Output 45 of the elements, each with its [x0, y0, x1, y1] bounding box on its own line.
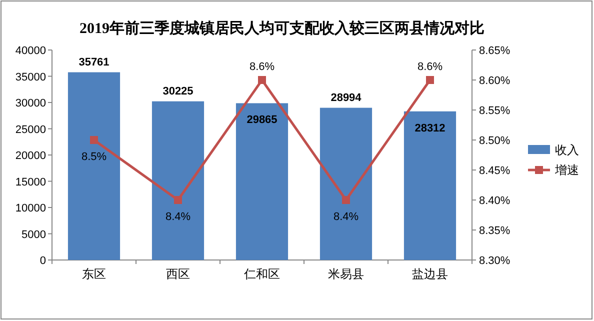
y2-tick-label: 8.65% — [479, 45, 510, 57]
data-label: 30225 — [162, 85, 194, 98]
x-tick-label: 盐边县 — [412, 267, 448, 281]
bar — [320, 108, 372, 260]
bar — [68, 72, 120, 260]
point — [90, 136, 98, 144]
point — [258, 76, 266, 84]
point — [342, 196, 350, 204]
data-label: 28994 — [330, 92, 362, 104]
bar — [404, 111, 456, 260]
data-label: 8.6% — [417, 61, 443, 73]
data-label: 8.5% — [81, 151, 107, 163]
y2-tick-label: 8.35% — [479, 225, 510, 237]
data-label: 8.6% — [249, 61, 275, 73]
y-tick-label: 10000 — [15, 202, 46, 214]
y2-tick-label: 8.50% — [479, 135, 510, 147]
y-tick-label: 5000 — [22, 228, 46, 241]
point — [174, 196, 182, 204]
y2-tick-label: 8.30% — [479, 255, 510, 267]
y-tick-label: 30000 — [15, 98, 46, 110]
y2-tick-label: 8.45% — [479, 165, 510, 177]
bar — [152, 101, 204, 260]
y2-tick-label: 8.40% — [479, 195, 510, 207]
y-tick-label: 15000 — [15, 176, 46, 188]
bar — [236, 103, 288, 260]
data-label: 28312 — [414, 122, 446, 134]
y-tick-label: 40000 — [15, 45, 46, 57]
data-label: 8.4% — [333, 211, 359, 223]
y2-tick-label: 8.55% — [479, 105, 510, 117]
point — [426, 76, 434, 84]
legend-label: 收入 — [555, 143, 579, 157]
y-tick-label: 35000 — [15, 71, 46, 84]
x-tick-label: 仁和区 — [243, 267, 280, 281]
x-tick-label: 米易县 — [328, 267, 364, 281]
y2-tick-label: 8.60% — [479, 75, 510, 87]
y-tick-label: 20000 — [15, 150, 46, 162]
x-tick-label: 东区 — [82, 267, 106, 281]
x-tick-label: 西区 — [166, 267, 190, 281]
y-tick-label: 0 — [40, 255, 46, 267]
legend-label: 增速 — [554, 163, 579, 177]
y-tick-label: 25000 — [15, 124, 46, 136]
data-label: 8.4% — [165, 211, 191, 223]
data-label: 29865 — [246, 114, 278, 126]
data-label: 35761 — [78, 56, 110, 68]
chart-title: 2019年前三季度城镇居民人均可支配收入较三区两县情况对比 — [80, 19, 484, 37]
